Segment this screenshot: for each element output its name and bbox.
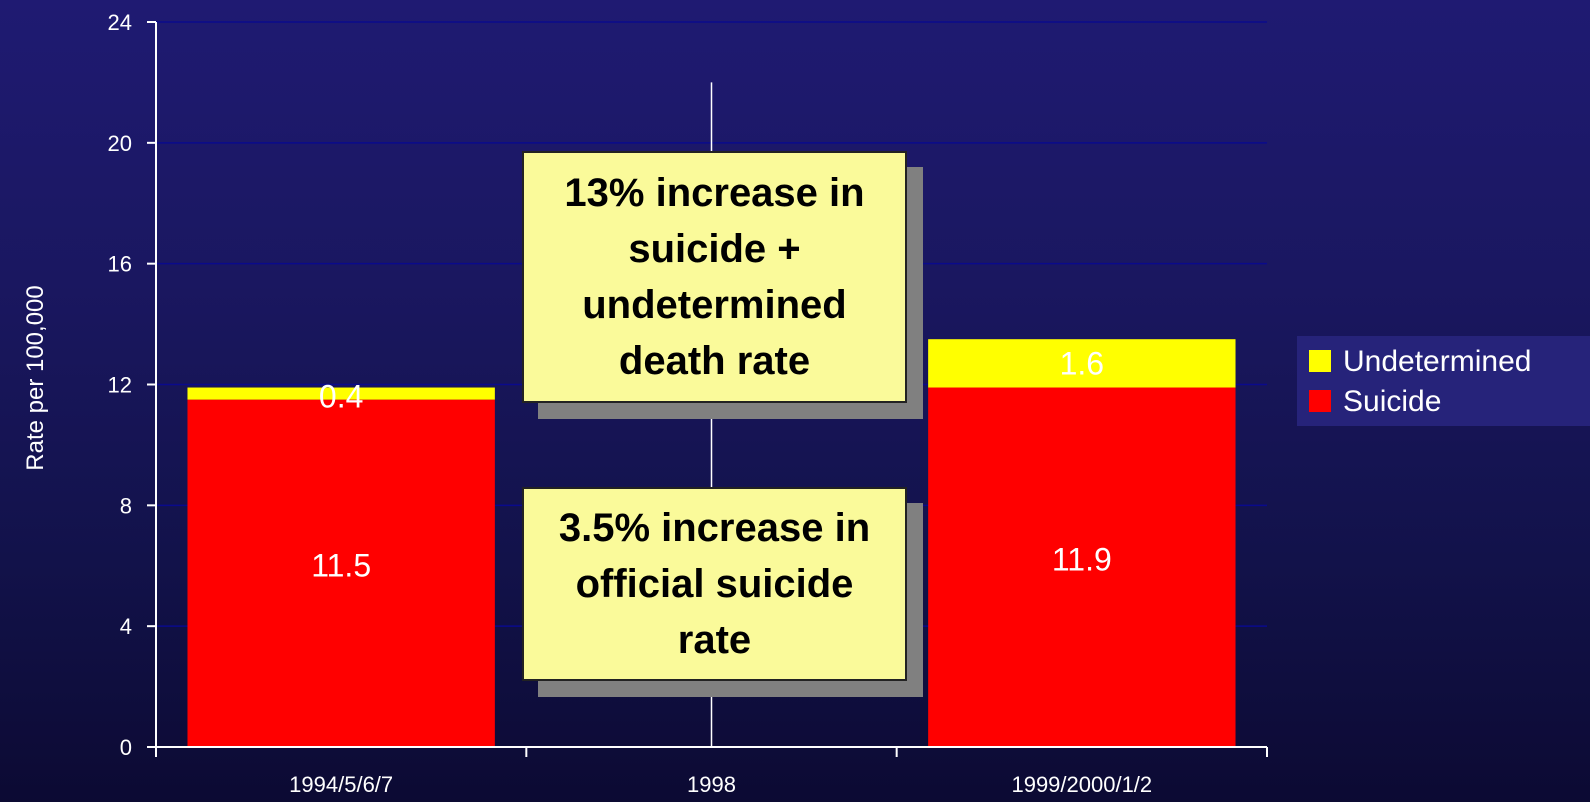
data-label: 11.9 [1052,541,1112,577]
y-tick-label: 0 [120,735,132,760]
x-tick-label: 1999/2000/1/2 [1011,772,1152,797]
bar-undetermined [928,339,1236,388]
y-tick-label: 24 [108,10,132,35]
y-tick-label: 12 [108,373,132,398]
legend: Undetermined Suicide [1297,336,1590,426]
bar-suicide [187,399,495,747]
callout-official-increase: 3.5% increase in official suicide rate [522,487,907,681]
y-axis-title: Rate per 100,000 [22,285,49,470]
y-tick-label: 8 [120,493,132,518]
x-tick-label: 1998 [687,772,736,797]
bar-undetermined [187,387,495,400]
y-tick-label: 16 [108,252,132,277]
data-label: 11.5 [311,547,371,583]
legend-label: Suicide [1343,385,1441,418]
data-label: 0.4 [319,379,363,415]
legend-box [1297,336,1590,426]
data-label: 1.6 [1060,345,1104,381]
data-labels: 0.4 11.5 1.6 11.9 [311,345,1112,583]
legend-swatch [1309,350,1331,372]
bars [187,339,1236,747]
y-tick-label: 20 [108,131,132,156]
x-tick-label: 1994/5/6/7 [289,772,393,797]
axes: 0 4 8 12 16 20 24 1994/5/6/7 1998 1999/2000/1/2 [108,10,1268,797]
legend-swatch [1309,390,1331,412]
bar-suicide [928,387,1236,747]
y-tick-label: 4 [120,614,132,639]
callout-combined-increase: 13% increase in suicide + undetermined d… [522,151,907,403]
legend-label: Undetermined [1343,345,1531,378]
